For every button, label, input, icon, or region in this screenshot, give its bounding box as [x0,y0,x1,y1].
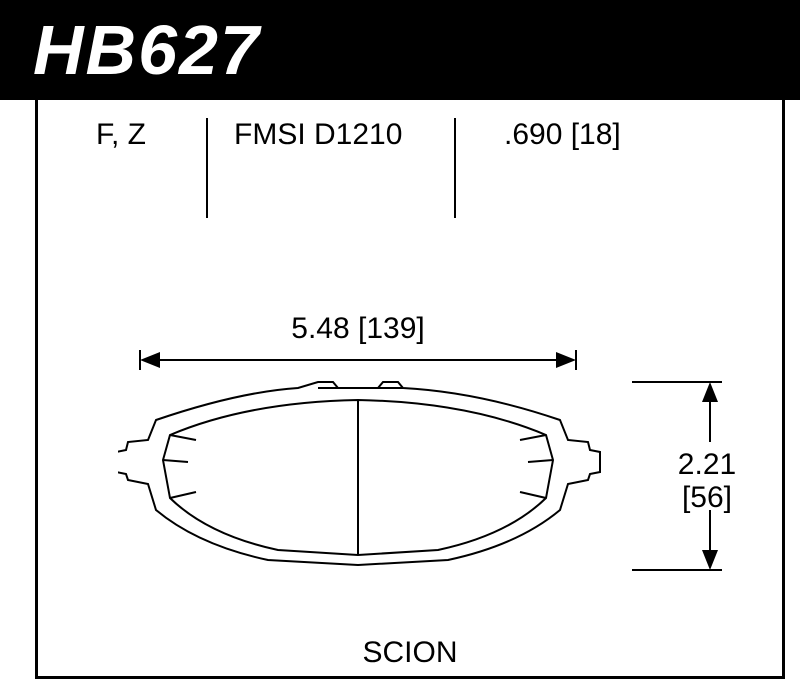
divider [206,118,208,218]
info-row: F, Z FMSI D1210 .690 [18] [38,100,782,218]
fmsi-code: FMSI D1210 [216,118,446,218]
brand-label: SCION [38,636,782,670]
height-label: 2.21 [56] [662,448,752,514]
width-dimension: 5.48 [139] [138,330,578,375]
height-mm: [56] [682,481,732,514]
height-inches: 2.21 [678,448,736,481]
diagram-area: 5.48 [139] [38,230,782,676]
compound-codes: F, Z [78,118,198,218]
width-label: 5.48 [139] [138,312,578,346]
body-area: F, Z FMSI D1210 .690 [18] 5.48 [139] [35,100,785,679]
header-bar: HB627 [0,0,800,100]
spec-sheet: HB627 F, Z FMSI D1210 .690 [18] 5.48 [13… [0,0,800,691]
thickness-value: .690 [18] [464,118,742,218]
part-number: HB627 [33,10,261,90]
brake-pad-drawing [118,380,608,600]
divider [454,118,456,218]
